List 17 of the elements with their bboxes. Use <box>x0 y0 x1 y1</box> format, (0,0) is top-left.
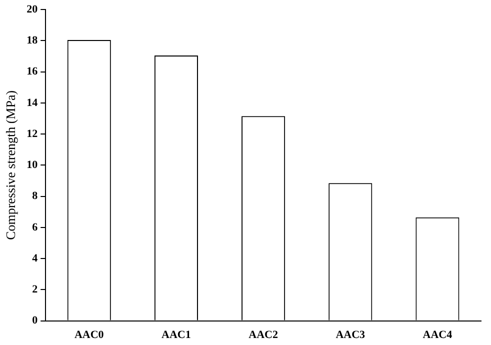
x-tick-label: AAC1 <box>162 329 191 342</box>
y-tick-label: 12 <box>26 128 38 140</box>
x-tick-label: AAC2 <box>248 329 278 342</box>
x-tick-label: AAC3 <box>336 329 366 342</box>
y-tick-label: 20 <box>26 3 38 16</box>
y-tick-label: 16 <box>26 66 38 78</box>
y-tick-label: 6 <box>32 221 38 234</box>
y-tick-label: 2 <box>32 284 38 296</box>
x-tick-label: AAC0 <box>74 329 104 342</box>
y-tick-label: 18 <box>26 34 38 47</box>
y-tick-label: 10 <box>26 159 38 172</box>
y-axis-title: Compressive strength (MPa) <box>3 90 18 240</box>
y-tick-label: 4 <box>32 252 38 264</box>
x-tick-label: AAC4 <box>422 329 453 342</box>
y-tick-label: 8 <box>32 190 38 202</box>
y-tick-label: 0 <box>32 314 38 327</box>
y-tick-label: 14 <box>26 96 38 109</box>
